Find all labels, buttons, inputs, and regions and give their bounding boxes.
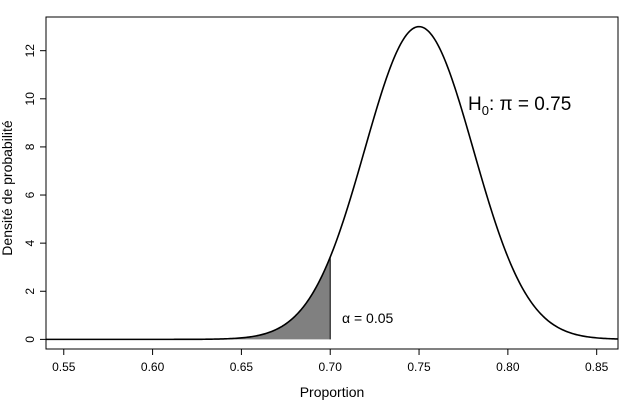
- x-axis-label: Proportion: [300, 384, 365, 400]
- x-tick-label: 0.60: [141, 360, 165, 374]
- x-axis: 0.55 0.60 0.65 0.70 0.75 0.80 0.85: [52, 349, 609, 374]
- y-axis-label: Densité de probabilité: [0, 120, 15, 256]
- y-tick-label: 4: [23, 239, 37, 246]
- plot-frame: [45, 16, 619, 350]
- y-axis: 0 2 4 6 8 10 12: [23, 44, 46, 343]
- x-tick-label: 0.75: [407, 360, 431, 374]
- x-tick-label: 0.65: [230, 360, 254, 374]
- y-tick-label: 8: [23, 143, 37, 150]
- y-tick-label: 6: [23, 191, 37, 198]
- rejection-region-fill: [46, 257, 331, 340]
- y-tick-label: 0: [23, 336, 37, 343]
- x-tick-label: 0.85: [585, 360, 609, 374]
- y-tick-label: 12: [23, 44, 37, 58]
- y-tick-label: 10: [23, 92, 37, 106]
- null-hypothesis-annotation: H0: π = 0.75: [468, 94, 571, 118]
- alpha-annotation: α = 0.05: [342, 310, 394, 326]
- x-tick-label: 0.70: [319, 360, 343, 374]
- density-curve: [46, 25, 619, 341]
- x-tick-label: 0.55: [52, 360, 76, 374]
- y-tick-label: 2: [23, 288, 37, 295]
- x-tick-label: 0.80: [496, 360, 520, 374]
